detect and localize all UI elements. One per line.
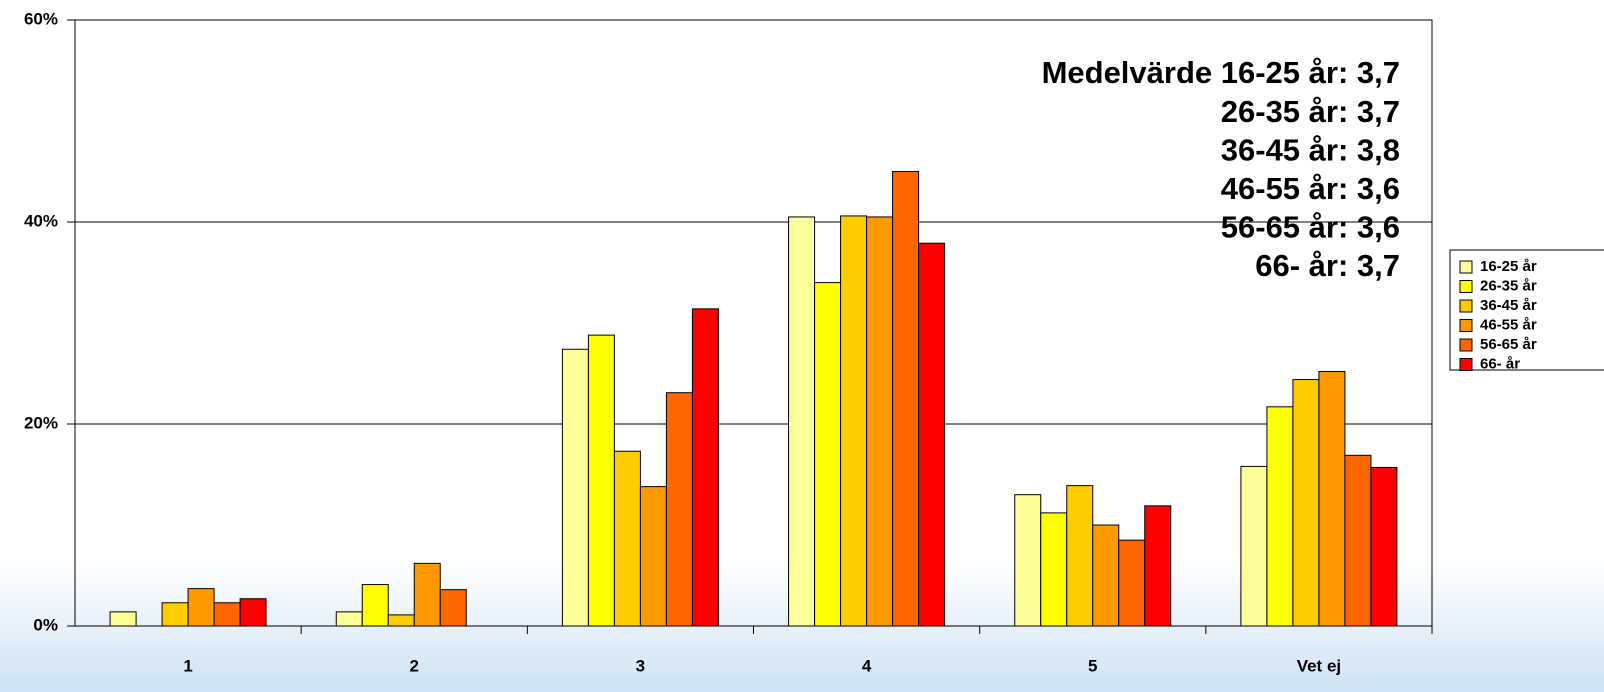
legend-label: 66- år: [1480, 355, 1520, 372]
legend-swatch: [1459, 358, 1473, 371]
bar: [1092, 524, 1120, 627]
annotation: 26-35 år: 3,7: [1221, 94, 1400, 129]
legend-label: 46-55 år: [1480, 316, 1537, 333]
bar: [866, 216, 894, 627]
bar: [1344, 454, 1372, 627]
annotation: 66- år: 3,7: [1255, 248, 1400, 283]
bar: [1240, 465, 1268, 627]
bar: [788, 216, 816, 627]
legend-label: 16-25 år: [1480, 258, 1537, 275]
bar: [814, 282, 842, 627]
bar: [1040, 512, 1068, 627]
bar: [439, 589, 467, 627]
bar: [840, 215, 868, 627]
bar: [587, 334, 615, 627]
x-tick-label: 3: [636, 656, 645, 675]
bar: [187, 588, 215, 627]
x-tick-label: 2: [410, 656, 419, 675]
annotation: Medelvärde 16-25 år: 3,7: [1042, 55, 1400, 90]
legend-swatch: [1459, 338, 1473, 352]
y-tick-label: 0%: [33, 615, 58, 634]
annotation: 56-65 år: 3,6: [1221, 210, 1400, 245]
x-tick-label: 4: [862, 656, 872, 675]
x-tick-label: Vet ej: [1297, 656, 1341, 675]
bar: [335, 611, 363, 627]
y-tick-label: 60%: [24, 9, 58, 28]
bar: [413, 562, 441, 627]
bar: [1144, 505, 1172, 627]
bar: [213, 602, 241, 627]
bar: [613, 450, 641, 627]
y-tick-label: 40%: [24, 211, 58, 230]
bar: [161, 602, 189, 627]
legend-label: 56-65 år: [1480, 336, 1537, 353]
bar: [918, 242, 946, 627]
bar: [1066, 485, 1094, 627]
annotation: 46-55 år: 3,6: [1221, 171, 1400, 206]
bar: [387, 614, 415, 627]
bar: [1318, 370, 1346, 627]
bar: [109, 611, 137, 627]
x-tick-label: 5: [1088, 656, 1097, 675]
x-tick-label: 1: [183, 656, 192, 675]
bar: [639, 486, 667, 627]
bar: [1014, 494, 1042, 627]
legend-box: [1449, 249, 1604, 371]
bar: [561, 348, 589, 627]
bar: [1266, 406, 1294, 627]
legend-swatch: [1459, 319, 1473, 332]
bar: [239, 598, 267, 627]
bar: [1370, 466, 1398, 627]
bar: [892, 171, 920, 627]
bar: [1292, 379, 1320, 627]
legend-swatch: [1459, 299, 1473, 313]
annotation: 36-45 år: 3,8: [1221, 132, 1400, 167]
legend-swatch: [1459, 260, 1473, 274]
bar: [361, 584, 389, 627]
y-tick-label: 20%: [24, 413, 58, 432]
bar: [691, 308, 719, 627]
legend-swatch: [1459, 280, 1473, 293]
bar: [665, 392, 693, 627]
legend-label: 26-35 år: [1480, 277, 1537, 294]
legend-label: 36-45 år: [1480, 297, 1537, 314]
bar: [1118, 539, 1146, 627]
